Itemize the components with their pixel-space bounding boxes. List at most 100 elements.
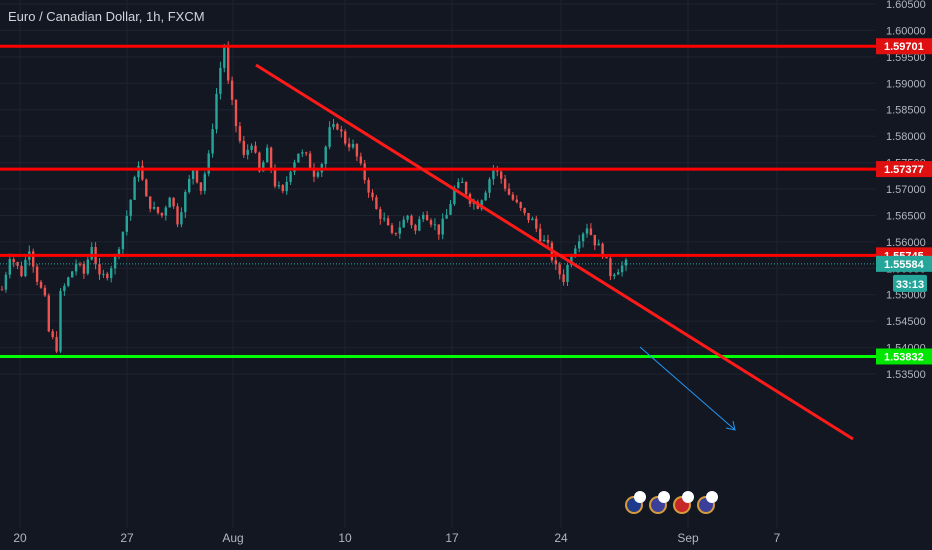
candle-up[interactable]: [585, 228, 589, 234]
candle-up[interactable]: [457, 182, 460, 188]
candle-down[interactable]: [238, 126, 242, 141]
candle-up[interactable]: [445, 214, 448, 219]
candle-up[interactable]: [133, 177, 136, 200]
candle-down[interactable]: [78, 263, 82, 265]
candle-down[interactable]: [227, 47, 230, 81]
candle-up[interactable]: [74, 263, 78, 272]
candle-up[interactable]: [441, 218, 444, 235]
projection-arrow-line[interactable]: [639, 346, 735, 430]
candle-down[interactable]: [609, 258, 612, 277]
candle-up[interactable]: [203, 173, 206, 191]
downtrend-line[interactable]: [255, 63, 854, 441]
candle-down[interactable]: [55, 337, 58, 352]
candle-up[interactable]: [398, 227, 401, 234]
candle-down[interactable]: [425, 214, 429, 221]
candle-up[interactable]: [113, 255, 117, 269]
time-axis[interactable]: 20 27 Aug 10 17 24 Sep 7: [0, 528, 876, 550]
candle-down[interactable]: [363, 163, 366, 181]
candle-up[interactable]: [566, 264, 569, 283]
candle-down[interactable]: [539, 228, 542, 242]
candle-up[interactable]: [164, 207, 167, 216]
candle-down[interactable]: [39, 281, 43, 288]
candle-down[interactable]: [51, 331, 54, 338]
candle-down[interactable]: [562, 274, 565, 283]
candle-up[interactable]: [8, 259, 11, 275]
candle-up[interactable]: [597, 243, 600, 246]
candle-down[interactable]: [305, 152, 308, 154]
candle-down[interactable]: [0, 289, 4, 291]
candle-down[interactable]: [145, 179, 148, 197]
candle-up[interactable]: [570, 256, 573, 265]
candle-down[interactable]: [601, 243, 604, 258]
candle-down[interactable]: [312, 167, 316, 177]
candle-down[interactable]: [367, 180, 370, 193]
candle-down[interactable]: [500, 171, 503, 179]
candle-up[interactable]: [289, 171, 292, 182]
candle-up[interactable]: [215, 93, 218, 130]
candle-up[interactable]: [152, 207, 156, 209]
candle-up[interactable]: [484, 192, 487, 201]
candle-down[interactable]: [593, 234, 596, 246]
candle-down[interactable]: [347, 143, 351, 148]
candle-up[interactable]: [422, 214, 425, 220]
candle-down[interactable]: [234, 99, 238, 127]
candle-up[interactable]: [285, 181, 288, 192]
trend-drawings[interactable]: [255, 63, 854, 441]
candle-up[interactable]: [624, 259, 628, 266]
candle-down[interactable]: [195, 169, 199, 183]
candle-down[interactable]: [82, 263, 86, 274]
candle-down[interactable]: [242, 140, 245, 155]
candle-down[interactable]: [589, 228, 593, 235]
candle-up[interactable]: [383, 218, 386, 220]
candle-down[interactable]: [98, 263, 101, 275]
candle-up[interactable]: [207, 153, 210, 174]
candle-down[interactable]: [375, 197, 378, 210]
candle-up[interactable]: [168, 197, 171, 208]
candle-up[interactable]: [180, 212, 183, 225]
candle-up[interactable]: [4, 274, 8, 290]
candle-down[interactable]: [429, 220, 433, 225]
candle-up[interactable]: [59, 291, 62, 352]
candle-down[interactable]: [273, 168, 277, 187]
candle-up[interactable]: [433, 224, 437, 226]
candle-down[interactable]: [308, 153, 312, 168]
candle-up[interactable]: [117, 249, 121, 256]
candle-up[interactable]: [418, 219, 421, 231]
candle-up[interactable]: [613, 274, 616, 277]
candle-up[interactable]: [328, 127, 331, 147]
candle-down[interactable]: [149, 196, 152, 209]
candle-up[interactable]: [531, 218, 534, 221]
candle-down[interactable]: [176, 206, 179, 225]
candle-down[interactable]: [199, 182, 203, 191]
candle-up[interactable]: [86, 259, 89, 274]
candle-down[interactable]: [554, 260, 557, 265]
horizontal-levels[interactable]: [0, 44, 876, 358]
candle-down[interactable]: [35, 266, 39, 282]
candle-up[interactable]: [316, 172, 320, 177]
candle-up[interactable]: [277, 185, 281, 187]
candle-down[interactable]: [254, 145, 257, 153]
candle-down[interactable]: [605, 257, 608, 259]
candle-down[interactable]: [281, 185, 284, 192]
candle-up[interactable]: [406, 215, 409, 220]
economic-events[interactable]: 4 7 5 6: [625, 491, 718, 514]
candle-down[interactable]: [47, 295, 50, 332]
candle-down[interactable]: [269, 147, 273, 169]
candle-up[interactable]: [402, 219, 405, 228]
candle-up[interactable]: [461, 181, 464, 183]
candle-down[interactable]: [437, 224, 440, 235]
candle-down[interactable]: [344, 131, 347, 144]
candle-up[interactable]: [250, 145, 253, 150]
candle-down[interactable]: [394, 232, 398, 234]
candle-down[interactable]: [464, 181, 468, 195]
candle-down[interactable]: [379, 209, 382, 219]
candle-up[interactable]: [293, 162, 296, 172]
candle-up[interactable]: [24, 259, 27, 277]
candle-down[interactable]: [141, 165, 144, 180]
candle-up[interactable]: [332, 123, 335, 128]
candle-down[interactable]: [172, 197, 175, 207]
candle-down[interactable]: [32, 251, 35, 267]
candle-up[interactable]: [351, 143, 355, 148]
candle-up[interactable]: [63, 285, 66, 292]
candle-up[interactable]: [542, 239, 546, 242]
